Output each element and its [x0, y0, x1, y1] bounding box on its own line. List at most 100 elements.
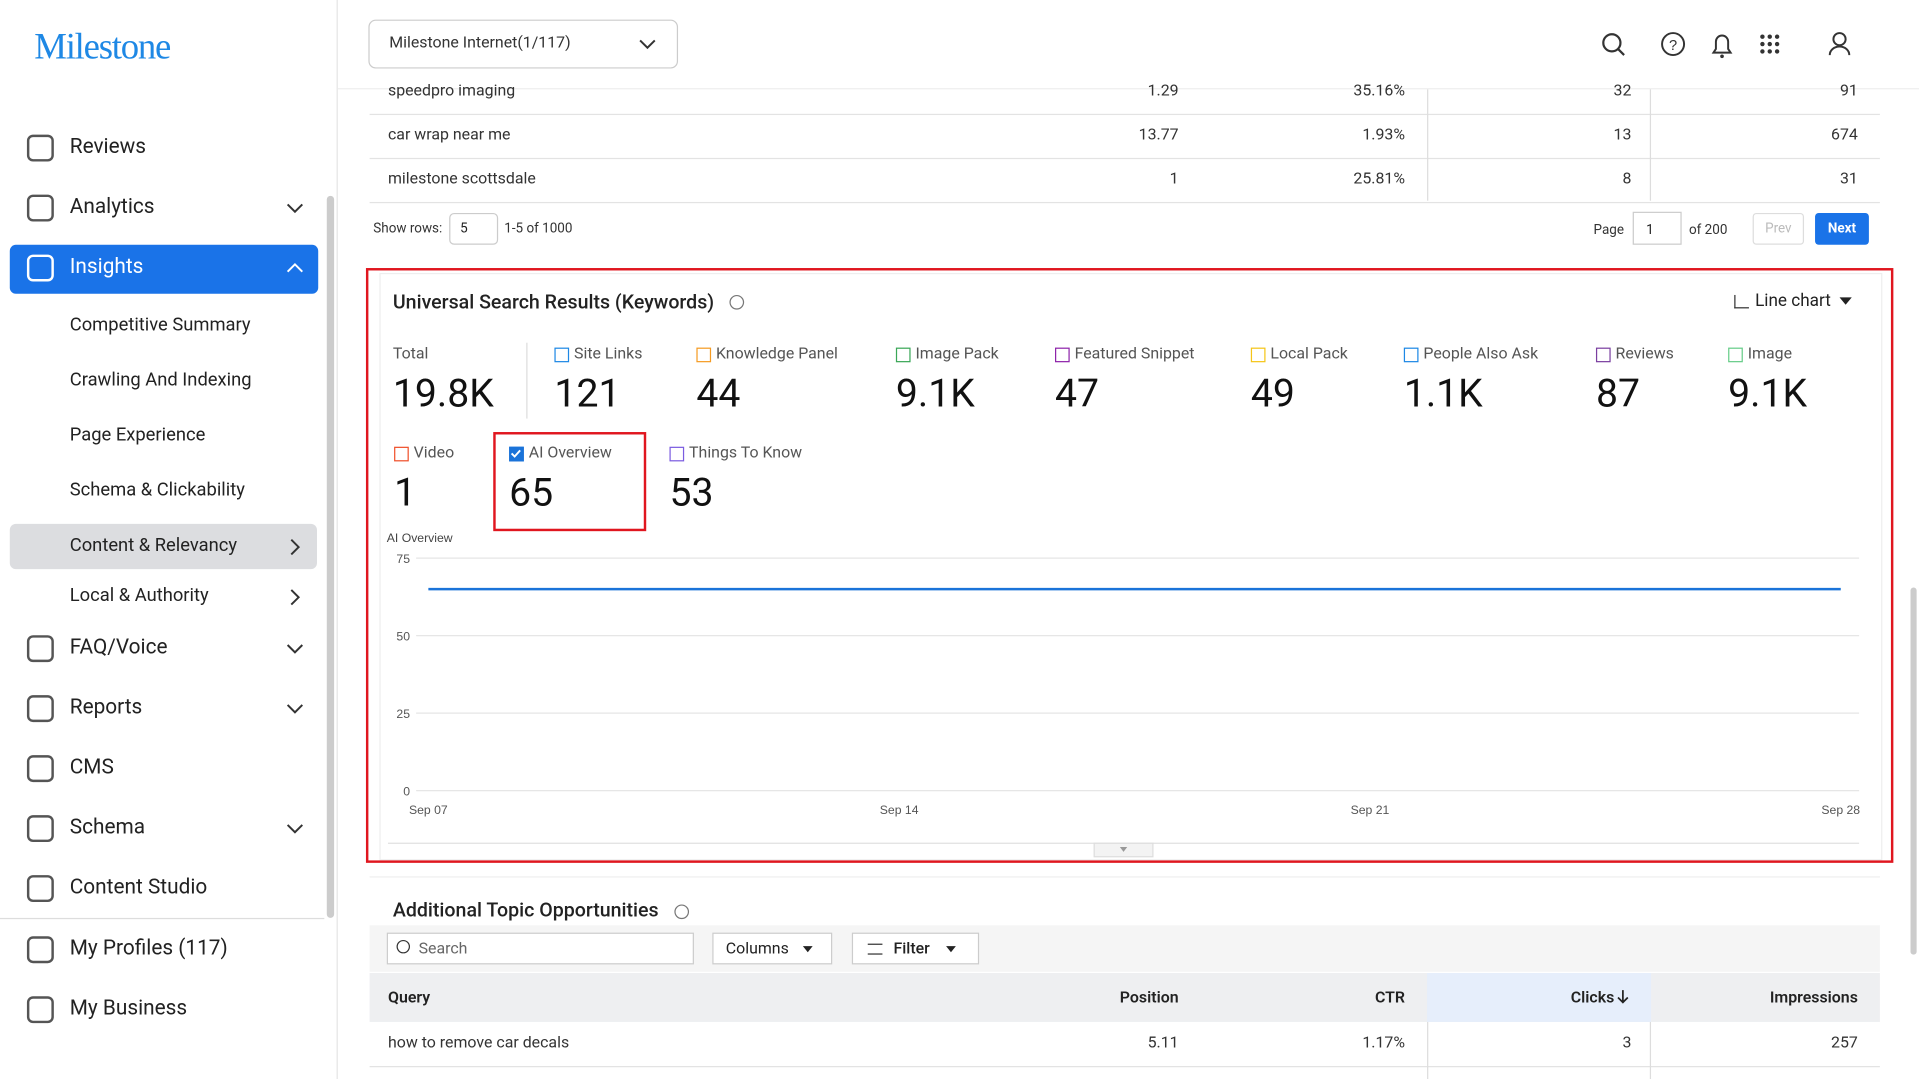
chevron [639, 39, 656, 50]
metric-label[interactable]: Total [393, 345, 429, 363]
table-cell: car wrap near me [387, 126, 511, 145]
view-icon [1734, 294, 1749, 309]
chevron [286, 203, 303, 214]
metric-name: People Also Ask [1423, 345, 1539, 364]
account-select[interactable]: Milestone Internet(1/117) [368, 19, 679, 69]
nav-hover-bg[interactable] [9, 523, 317, 570]
y-axis-title: AI Overview [387, 531, 453, 545]
nav-item[interactable]: Schema [69, 815, 146, 840]
chevron [290, 589, 301, 606]
view-select[interactable]: Line chart [1755, 291, 1831, 311]
table-cell: 32 [1613, 82, 1632, 101]
metric-checkbox[interactable] [895, 346, 911, 362]
metric-label[interactable]: Local Pack [1250, 345, 1348, 364]
metric-label[interactable]: Things To Know [669, 444, 802, 463]
metric-label[interactable]: AI Overview [509, 444, 612, 463]
search-box[interactable]: Search [386, 932, 694, 965]
nav-item[interactable]: Reports [69, 695, 143, 720]
metric-label[interactable]: Image [1728, 345, 1792, 363]
caret [802, 946, 813, 953]
help-icon[interactable]: ? [1661, 32, 1686, 57]
table-cell: 13 [1613, 126, 1632, 145]
nav-icon [26, 875, 54, 903]
chevron [286, 644, 303, 654]
metric-label[interactable]: Video [394, 444, 454, 463]
metric-checkbox[interactable] [1250, 346, 1266, 362]
rows-select[interactable]: 5 [449, 212, 499, 245]
prev-btn[interactable]: Prev [1752, 212, 1805, 245]
nav-item[interactable]: FAQ/Voice [69, 635, 168, 660]
table-cell: 8 [1622, 170, 1632, 189]
metric-label[interactable]: Reviews [1595, 345, 1674, 363]
nav-item[interactable]: Competitive Summary [69, 313, 251, 336]
info-icon [729, 294, 745, 310]
nav-item[interactable]: Content & Relevancy [69, 533, 238, 556]
widget-card [379, 272, 1883, 861]
nav-icon [26, 254, 54, 282]
table-cell: 35.16% [1353, 82, 1406, 101]
column-header[interactable]: CTR [1374, 988, 1406, 1008]
metric-checkbox[interactable] [1728, 346, 1743, 362]
column-header[interactable]: Query [387, 988, 431, 1008]
filter-btn[interactable]: Filter [851, 932, 980, 965]
column-header[interactable]: Position [1119, 988, 1179, 1008]
metric-value: 47 [1055, 369, 1100, 417]
metric-label[interactable]: Featured Snippet [1055, 345, 1195, 363]
logo[interactable]: Milestone [34, 26, 171, 68]
bottom-card [369, 876, 1880, 1079]
metric-checkbox[interactable] [696, 346, 712, 362]
metric-value: 1.1K [1403, 369, 1483, 417]
highlight-box [365, 268, 1894, 863]
metric-checkbox[interactable] [669, 446, 685, 461]
column-header[interactable]: Clicks [1570, 988, 1615, 1008]
nav-item[interactable]: My Business [69, 996, 188, 1021]
metric-checkbox[interactable] [1055, 346, 1070, 362]
column-header[interactable]: Impressions [1769, 988, 1858, 1008]
svg-text:?: ? [1669, 38, 1677, 54]
nav-active-bg[interactable] [9, 244, 319, 294]
y-tick-label: 75 [396, 552, 410, 566]
nav-item[interactable]: Page Experience [69, 423, 206, 446]
user-icon[interactable] [1828, 32, 1851, 56]
table-cell: 31 [1839, 170, 1858, 189]
account-name: Milestone Internet(1/117) [389, 34, 571, 53]
bell-icon[interactable] [1711, 34, 1733, 59]
nav-item[interactable]: Local & Authority [69, 583, 209, 606]
metric-label[interactable]: Site Links [554, 345, 642, 363]
table-cell: 91 [1839, 82, 1858, 101]
metric-label[interactable]: Knowledge Panel [696, 345, 838, 363]
nav-item[interactable]: My Profiles (117) [69, 936, 228, 961]
header-border [337, 88, 1919, 90]
metric-checkbox[interactable] [394, 446, 409, 461]
metric-label[interactable]: People Also Ask [1403, 345, 1539, 364]
metric-checkbox[interactable] [1595, 346, 1611, 362]
nav-item[interactable]: Insights [69, 254, 144, 280]
apps-icon[interactable] [1760, 34, 1780, 54]
table-cell: 1.93% [1362, 126, 1406, 145]
nav-item[interactable]: Content Studio [69, 875, 208, 900]
nav-item[interactable]: Analytics [69, 194, 155, 220]
columns-btn[interactable]: Columns [712, 932, 833, 965]
metric-checkbox[interactable] [554, 346, 570, 362]
metric-label[interactable]: Image Pack [895, 345, 999, 363]
nav-item[interactable]: Schema & Clickability [69, 478, 245, 501]
metric-checkbox[interactable] [1403, 346, 1419, 362]
page-input[interactable]: 1 [1632, 211, 1682, 245]
metric-value: 53 [669, 468, 714, 516]
metric-checkbox[interactable] [509, 446, 524, 461]
nav-item[interactable]: Crawling And Indexing [69, 368, 252, 391]
nav-item[interactable]: CMS [69, 755, 114, 780]
search-icon[interactable] [1602, 33, 1625, 56]
row-border [369, 157, 1880, 160]
nav-icon [26, 134, 54, 162]
nav-icon [26, 194, 54, 222]
nav-item[interactable]: Reviews [69, 134, 147, 160]
next-btn[interactable]: Next [1815, 212, 1869, 245]
metric-name: Local Pack [1270, 345, 1348, 364]
metric-value: 9.1K [895, 369, 975, 417]
nav-icon [26, 755, 54, 783]
table-cell: 257 [1831, 1034, 1858, 1053]
check [510, 449, 521, 458]
